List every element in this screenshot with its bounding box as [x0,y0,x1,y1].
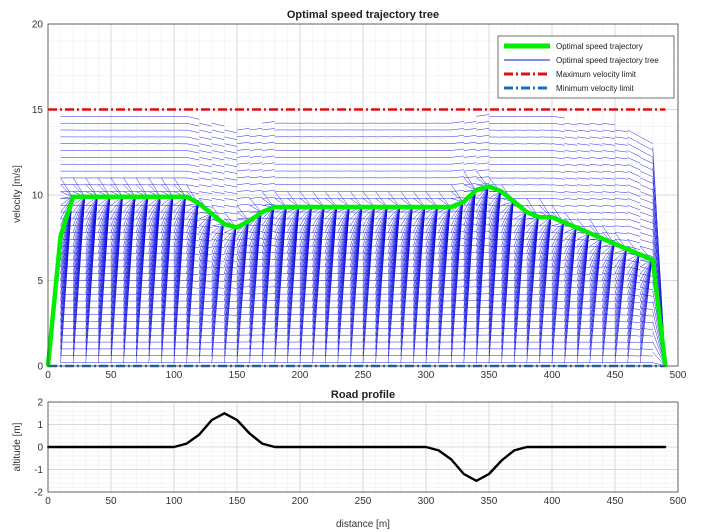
road-altitude-point [198,433,201,436]
road-altitude-point [664,446,667,448]
road-altitude-point [525,446,528,448]
optimal-speed-point [198,202,201,205]
velocity-xtick-label: 350 [481,370,498,381]
road-altitude-point [462,473,465,475]
velocity-xtick-label: 250 [355,370,372,381]
road-ytick-label: -1 [34,465,43,476]
velocity-xtick-label: 450 [607,370,624,381]
velocity-ytick-label: 10 [32,191,44,202]
road-xtick-label: 0 [45,496,51,507]
velocity-ytick-label: 15 [32,105,44,116]
optimal-speed-point [223,222,226,226]
velocity-ytick-label: 20 [32,20,44,31]
legend-label-max: Maximum velocity limit [556,70,637,79]
road-altitude-point [223,412,226,415]
velocity-ytick-label: 0 [37,362,43,373]
road-altitude-point [185,442,188,445]
optimal-speed-point [72,195,75,198]
road-xtick-label: 350 [481,496,498,507]
road-altitude-point [488,473,490,475]
optimal-speed-point [651,258,654,262]
road-xtick-label: 150 [229,496,246,507]
velocity-xtick-label: 300 [418,370,435,381]
optimal-speed-point [513,200,516,204]
optimal-speed-point [462,200,465,204]
road-profile-xlabel: distance [m] [336,519,390,530]
road-xtick-label: 450 [607,496,624,507]
optimal-trajectory [45,184,668,368]
road-altitude-point [236,419,238,421]
velocity-xtick-label: 200 [292,370,309,381]
road-altitude-point [500,459,503,462]
velocity-xtick-label: 0 [45,370,51,381]
road-xtick-label: 500 [670,496,687,507]
velocity-chart-title: Optimal speed trajectory tree [287,9,439,21]
road-altitude-point [513,449,516,452]
road-ytick-label: 1 [37,420,43,431]
velocity-xtick-label: 500 [670,370,687,381]
road-profile-line [47,412,667,482]
road-altitude-point [173,446,175,448]
optimal-speed-point [261,210,264,214]
velocity-xtick-label: 400 [544,370,561,381]
road-altitude-point [450,458,453,461]
road-xtick-label: 300 [418,496,435,507]
velocity-chart-ylabel: velocity [m/s] [12,165,23,223]
velocity-ytick-label: 5 [37,276,43,287]
road-xtick-label: 250 [355,496,372,507]
optimal-speed-point [450,205,453,209]
road-altitude-point [273,446,276,448]
trajectory-tree-paths [60,114,666,367]
optimal-speed-point [248,219,251,222]
road-ytick-label: 0 [37,443,43,454]
legend: Optimal speed trajectory Optimal speed t… [497,35,675,99]
optimal-speed-point [185,195,188,198]
road-altitude-point [248,432,251,435]
velocity-ticks: 0 50 100 150 200 250 300 350 400 450 500 0 5 10 15 20 [32,20,687,382]
road-xtick-label: 400 [544,496,561,507]
optimal-speed-point [59,234,62,238]
road-altitude-point [437,449,440,452]
optimal-speed-point [550,216,554,219]
road-xtick-label: 50 [105,496,117,507]
road-xtick-label: 100 [166,496,183,507]
road-altitude-point [425,446,427,448]
optimal-speed-point [475,188,478,192]
road-ytick-label: 2 [37,398,43,409]
optimal-speed-point [500,190,503,193]
road-altitude-point [261,442,264,445]
velocity-axes-box [47,23,679,367]
road-altitude-line [48,412,666,482]
optimal-speed-point [235,226,239,229]
legend-label-optimal: Optimal speed trajectory [556,42,643,51]
optimal-speed-point [525,210,528,214]
legend-label-min: Minimum velocity limit [556,84,635,93]
optimal-speed-point [487,185,491,188]
road-profile-chart: Road profile altitude [m] distance [m] 0… [12,389,687,530]
road-ticks: 0 50 100 150 200 250 300 350 400 450 500 -2 -1 0 1 2 [34,398,687,508]
velocity-xtick-label: 150 [229,370,246,381]
road-altitude-point [475,479,478,482]
road-altitude-point [210,419,213,421]
road-profile-ylabel: altitude [m] [12,422,23,471]
optimal-speed-point [273,205,276,209]
trajectory-tree [60,114,666,367]
road-axes-box [47,401,679,493]
road-profile-title: Road profile [331,389,395,401]
velocity-chart: Optimal speed trajectory tree velocity [… [12,9,687,381]
optimal-speed-point [538,216,541,219]
road-xtick-label: 200 [292,496,309,507]
road-ytick-label: -2 [34,488,43,499]
velocity-xtick-label: 100 [166,370,183,381]
velocity-xtick-label: 50 [105,370,117,381]
legend-label-tree: Optimal speed trajectory tree [556,56,659,65]
